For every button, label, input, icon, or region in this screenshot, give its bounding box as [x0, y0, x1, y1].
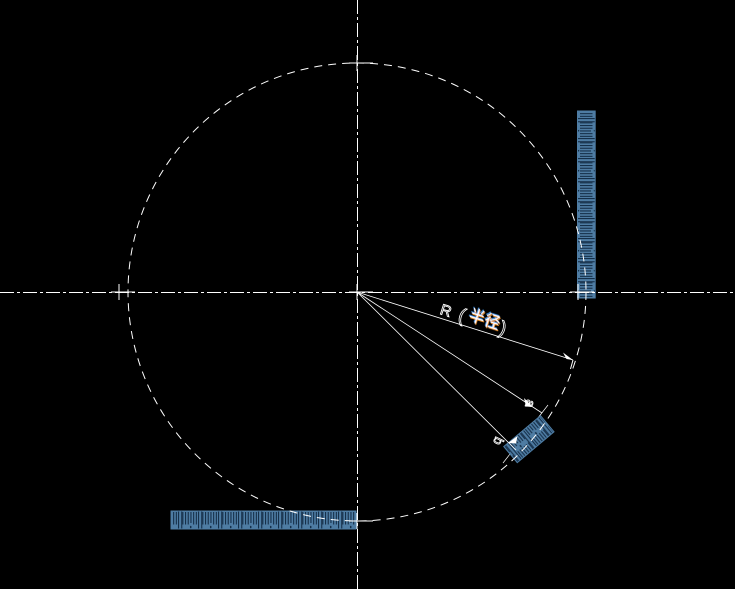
- svg-text:R: R: [438, 301, 454, 321]
- svg-text:半径: 半径: [467, 306, 503, 333]
- svg-text:a: a: [522, 398, 539, 410]
- svg-text:(: (: [456, 305, 469, 327]
- svg-text:b: b: [490, 435, 507, 448]
